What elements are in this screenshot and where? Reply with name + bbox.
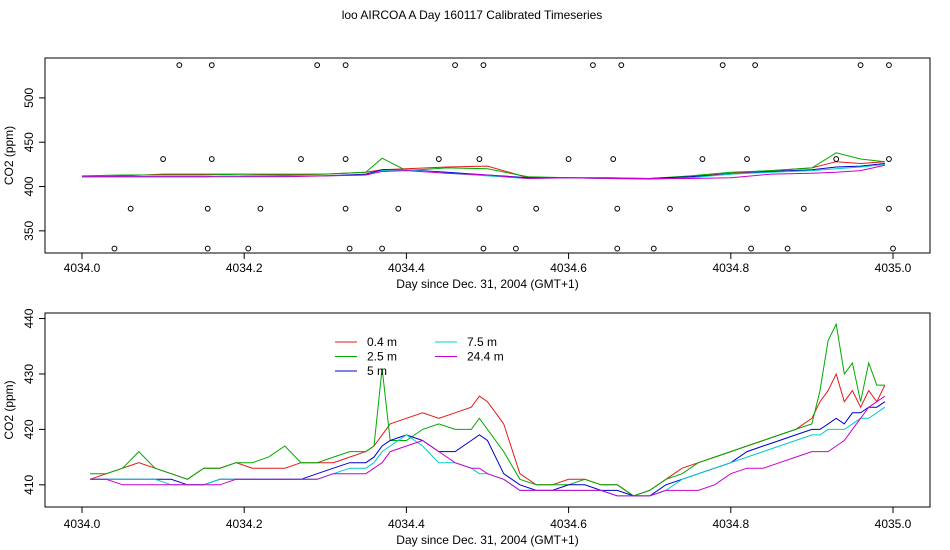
data-point-marker: [127, 205, 134, 212]
x-tick-label: 4034.6: [550, 517, 587, 531]
data-point-marker: [833, 156, 840, 162]
data-point-marker: [719, 62, 726, 68]
y-tick-label: 500: [22, 88, 36, 108]
x-tick-label: 4034.6: [550, 261, 587, 275]
data-point-marker: [379, 245, 385, 252]
data-point-marker: [699, 156, 706, 162]
data-point-marker: [752, 62, 759, 68]
data-point-marker: [890, 245, 896, 252]
data-point-marker: [784, 245, 791, 252]
series-line-0-4-m-m: [89, 372, 886, 497]
x-tick-label: 4034.4: [388, 261, 425, 275]
data-point-marker: [208, 62, 215, 68]
data-point-marker: [614, 205, 621, 212]
data-point-marker: [476, 156, 483, 162]
data-point-marker: [342, 205, 349, 212]
data-point-marker: [480, 62, 487, 68]
x-tick-label: 4034.8: [712, 517, 749, 531]
data-point-marker: [650, 245, 657, 252]
data-point-marker: [208, 156, 215, 162]
y-axis-title: CO2 (ppm): [2, 126, 16, 185]
data-point-marker: [886, 156, 892, 162]
series-line-7-5-m-m: [90, 406, 886, 497]
data-point-marker: [614, 245, 621, 252]
data-point-marker: [314, 62, 321, 68]
bottom-panel: 4034.0 4034.2 4034.4 4034.6 4034.8 4035.0 410 4…: [2, 308, 931, 547]
y-tick-label: 430: [22, 364, 36, 384]
x-axis-title: Day since Dec. 31, 2004 (GMT+1): [396, 277, 578, 291]
series-line-5-m-m: [90, 401, 886, 497]
data-point-marker: [346, 245, 353, 252]
data-point-marker: [245, 245, 252, 252]
data-point-marker: [667, 205, 673, 212]
series-line-7-5-m-m: [82, 163, 885, 180]
y-tick-label: 440: [22, 308, 36, 328]
x-tick-label: 4034.0: [64, 517, 101, 531]
series-line-2-5-m-m: [90, 322, 885, 497]
y-tick-label: 420: [22, 419, 36, 439]
x-tick-label: 4034.2: [226, 517, 263, 531]
data-point-marker: [342, 156, 349, 162]
x-tick-label: 4034.2: [226, 261, 263, 275]
x-tick-label: 4034.0: [64, 261, 101, 275]
data-point-marker: [395, 205, 402, 212]
data-point-marker: [480, 245, 487, 252]
data-point-marker: [610, 156, 617, 162]
data-point-marker: [618, 62, 625, 68]
series-line-24-4-m-m: [90, 395, 886, 497]
x-tick-label: 4035.0: [875, 517, 912, 531]
figure-title: loo AIRCOA A Day 160117 Calibrated Times…: [342, 8, 603, 22]
data-point-marker: [533, 205, 540, 212]
y-tick-label: 400: [22, 176, 36, 196]
top-panel: 4034.0 4034.2 4034.4 4034.6 4034.8 4035.0 350 4…: [2, 57, 931, 291]
data-point-marker: [800, 205, 807, 212]
y-axis-title: CO2 (ppm): [2, 380, 16, 439]
data-point-marker: [298, 156, 304, 162]
y-tick-label: 410: [22, 474, 36, 494]
data-point-marker: [204, 245, 211, 252]
x-axis-title: Day since Dec. 31, 2004 (GMT+1): [396, 533, 578, 547]
data-point-marker: [257, 205, 264, 212]
data-point-marker: [176, 62, 183, 68]
x-tick-label: 4034.4: [388, 517, 425, 531]
legend-label: 5 m: [367, 364, 387, 378]
data-point-marker: [160, 156, 167, 162]
data-point-marker: [748, 245, 754, 252]
data-point-marker: [452, 62, 458, 68]
legend-label: 24.4 m: [467, 350, 504, 364]
legend-label: 7.5 m: [467, 335, 497, 349]
data-point-marker: [342, 62, 349, 68]
data-point-marker: [565, 156, 572, 162]
legend-label: 2.5 m: [367, 350, 397, 364]
data-point-marker: [204, 205, 211, 212]
data-point-marker: [590, 62, 596, 68]
data-point-marker: [111, 245, 118, 252]
legend-label: 0.4 m: [367, 335, 397, 349]
data-point-marker: [744, 156, 750, 162]
plot-frame: [44, 312, 931, 508]
x-tick-label: 4035.0: [875, 261, 912, 275]
series-line-24-4-m-m: [82, 164, 886, 180]
data-point-marker: [886, 62, 892, 68]
x-tick-label: 4034.8: [712, 261, 749, 275]
legend: 0.4 m2.5 m5 m 7.5 m24.4 m: [335, 335, 504, 378]
data-point-marker: [435, 156, 442, 162]
data-point-marker: [886, 205, 892, 212]
plot-frame: [44, 57, 931, 254]
y-tick-label: 350: [22, 221, 36, 241]
data-point-marker: [476, 205, 483, 212]
data-point-marker: [512, 245, 519, 252]
data-point-marker: [744, 205, 750, 212]
data-point-marker: [857, 62, 864, 68]
y-tick-label: 450: [22, 132, 36, 152]
series-line-2-5-m-m: [81, 152, 885, 180]
